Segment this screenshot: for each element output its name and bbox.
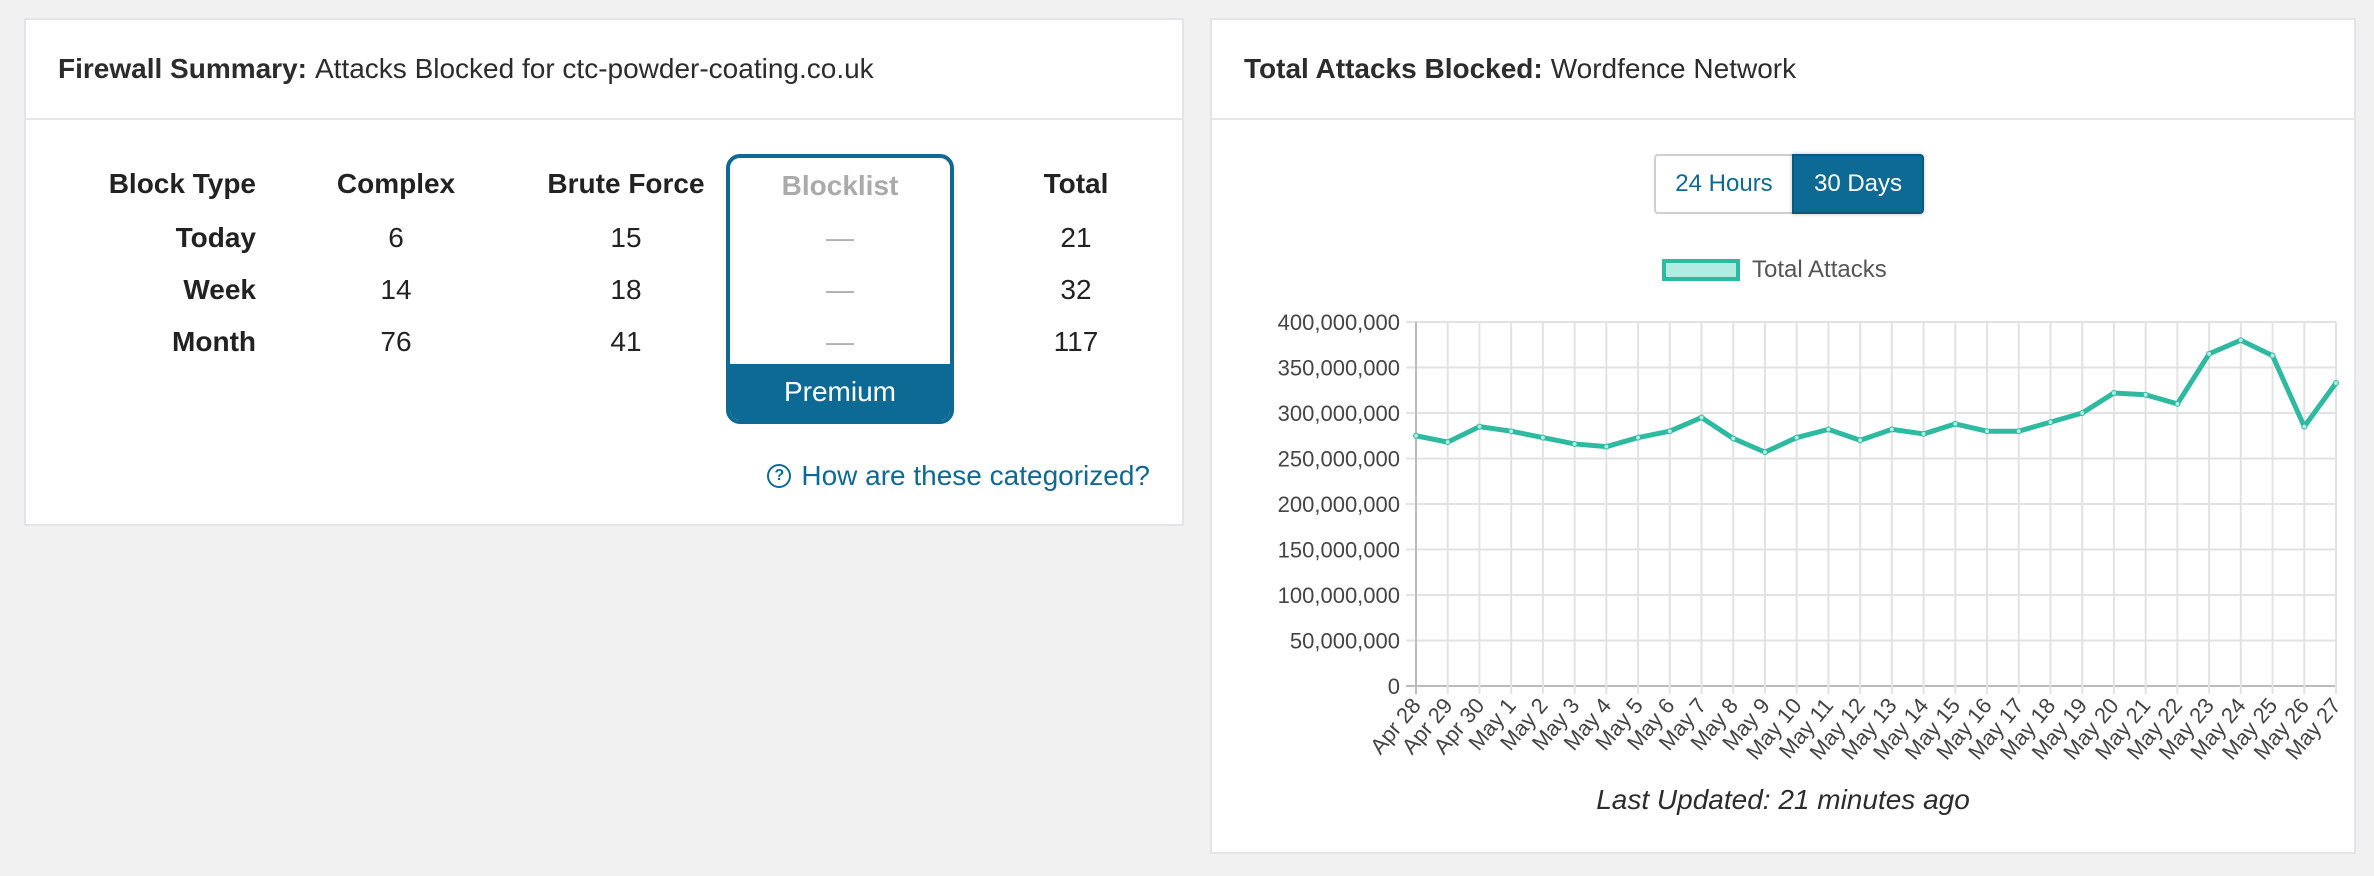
data-point (1920, 430, 1927, 437)
data-point (2301, 423, 2308, 430)
legend-swatch (1662, 259, 1740, 281)
header-brute-force: Brute Force (547, 168, 705, 199)
header-complex: Complex (336, 168, 456, 199)
data-point (1761, 449, 1768, 456)
chart-legend[interactable]: Total Attacks (1662, 256, 1887, 284)
cell-week-total: 32 (1060, 274, 1092, 305)
data-point (2269, 352, 2276, 359)
data-point (1698, 414, 1705, 421)
data-point (1666, 428, 1673, 435)
row-label-today: Today (175, 222, 256, 253)
toggle-24-hours-button[interactable]: 24 Hours (1654, 154, 1792, 214)
data-point (2237, 337, 2244, 344)
y-tick-label: 250,000,000 (1278, 447, 1400, 472)
data-point (1539, 434, 1546, 441)
time-range-toggle: 24 Hours 30 Days (1654, 154, 1924, 214)
data-point (1508, 428, 1515, 435)
data-point (2015, 428, 2022, 435)
cell-month-total: 117 (1053, 326, 1099, 357)
firewall-summary-title-bold: Firewall Summary: (58, 53, 307, 84)
cell-week-brute-force: 18 (610, 274, 642, 305)
y-tick-label: 0 (1388, 674, 1400, 699)
cell-today-brute-force: 15 (610, 222, 642, 253)
firewall-summary-panel: Firewall Summary: Attacks Blocked for ct… (24, 18, 1184, 526)
cell-today-blocklist: — (826, 222, 854, 253)
data-point (2047, 419, 2054, 426)
data-point (1952, 420, 1959, 427)
toggle-30-days-button[interactable]: 30 Days (1792, 154, 1924, 214)
y-tick-label: 150,000,000 (1278, 538, 1400, 563)
data-point (2206, 350, 2213, 357)
how-categorized-link[interactable]: ? How are these categorized? (767, 460, 1150, 492)
premium-button[interactable]: Premium (730, 364, 950, 420)
y-tick-label: 50,000,000 (1290, 629, 1400, 654)
row-label-month: Month (172, 326, 256, 357)
question-circle-icon: ? (767, 464, 792, 488)
data-point (2079, 410, 2086, 416)
data-point (1730, 435, 1737, 442)
data-point (1603, 443, 1610, 450)
header-total: Total (1043, 168, 1109, 199)
last-updated-text: Last Updated: 21 minutes ago (1596, 784, 1970, 815)
cell-today-total: 21 (1060, 222, 1092, 253)
cell-month-complex: 76 (380, 326, 412, 357)
data-point (2333, 379, 2339, 386)
y-tick-label: 200,000,000 (1278, 492, 1400, 517)
row-label-week: Week (183, 274, 256, 305)
data-point (1888, 426, 1895, 433)
y-tick-label: 350,000,000 (1278, 356, 1400, 381)
series-line-total-attacks (1415, 337, 2339, 455)
firewall-summary-title: Attacks Blocked for ctc-powder-coating.c… (314, 53, 874, 84)
total-attacks-title: Wordfence Network (1550, 53, 1797, 84)
data-point (2142, 391, 2149, 398)
data-point (1413, 432, 1419, 439)
total-attacks-header: Total Attacks Blocked: Wordfence Network (1212, 20, 2354, 120)
how-categorized-text[interactable]: How are these categorized? (801, 460, 1150, 491)
header-blocklist: Blocklist (781, 170, 899, 201)
firewall-summary-header: Firewall Summary: Attacks Blocked for ct… (26, 20, 1182, 120)
attacks-line-chart: 0 50,000,000 100,000,000 150,000,000 200,000… (1278, 310, 2346, 764)
cell-week-complex: 14 (380, 274, 412, 305)
data-point (1793, 434, 1800, 441)
cell-month-blocklist: — (826, 326, 854, 357)
data-point (1635, 434, 1642, 441)
cell-week-blocklist: — (826, 274, 854, 305)
legend-label: Total Attacks (1752, 256, 1887, 283)
total-attacks-title-bold: Total Attacks Blocked: (1244, 53, 1543, 84)
header-block-type: Block Type (108, 168, 256, 199)
y-tick-label: 400,000,000 (1278, 310, 1400, 335)
y-tick-label: 300,000,000 (1278, 401, 1400, 426)
cell-today-complex: 6 (388, 222, 404, 253)
blocklist-premium-box[interactable]: Premium (726, 154, 954, 424)
data-point (1857, 437, 1864, 444)
data-point (1984, 428, 1991, 435)
y-tick-label: 100,000,000 (1278, 583, 1400, 608)
data-point (1444, 439, 1451, 446)
data-point (1476, 423, 1483, 430)
data-point (2174, 400, 2181, 407)
total-attacks-panel: Total Attacks Blocked: Wordfence Network… (1210, 18, 2356, 854)
data-point (1571, 440, 1578, 447)
data-point (1825, 426, 1832, 433)
cell-month-brute-force: 41 (610, 326, 642, 357)
data-point (2110, 389, 2117, 396)
